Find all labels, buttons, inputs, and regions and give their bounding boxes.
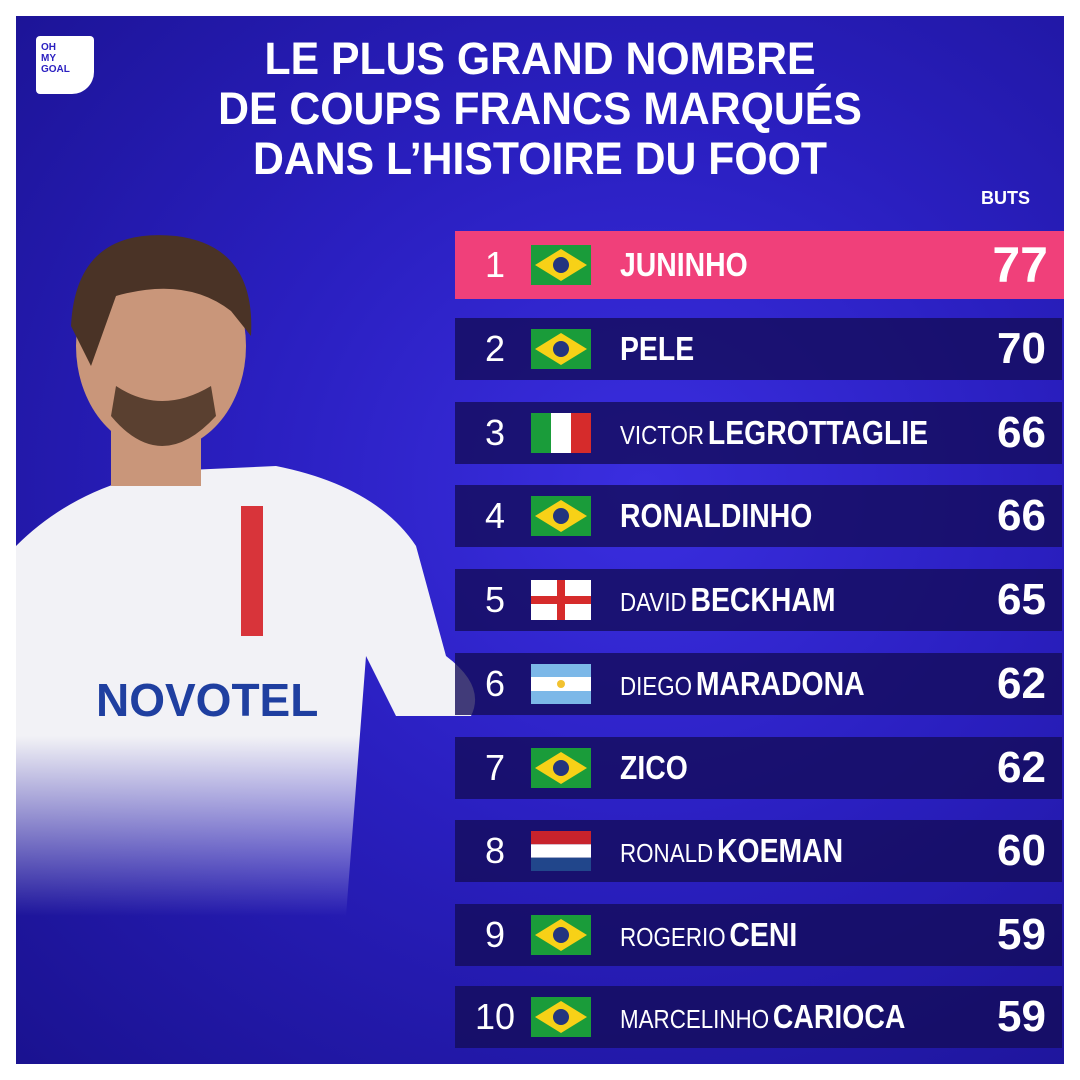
rank: 6 [484, 663, 506, 704]
shirt-logo: NOVOTEL [96, 674, 318, 726]
rank: 7 [484, 747, 506, 788]
ranking-row: 3 VICTOR LEGROTTAGLIE 66 [455, 402, 1062, 464]
title-line: DANS L’HISTOIRE DU FOOT [252, 133, 828, 184]
rank: 2 [484, 328, 506, 369]
last-name: JUNINHO [620, 246, 748, 283]
goals: 77 [992, 237, 1048, 293]
last-name: KOEMAN [717, 832, 844, 869]
player-name: DIEGO MARADONA [620, 665, 865, 703]
rank: 10 [475, 996, 516, 1037]
ranking-row: 1 JUNINHO 77 [455, 231, 1064, 299]
first-name: DIEGO [620, 671, 693, 701]
goals: 66 [997, 408, 1046, 457]
last-name: CENI [729, 916, 798, 953]
goals: 65 [997, 575, 1046, 624]
rank: 8 [484, 830, 506, 871]
flag [531, 831, 591, 871]
last-name: CARIOCA [772, 998, 906, 1035]
goals: 62 [997, 659, 1046, 708]
goals: 62 [997, 743, 1046, 792]
first-name: MARCELINHO [620, 1004, 770, 1034]
rank: 9 [484, 914, 506, 955]
ranking-row: 7 ZICO 62 [455, 737, 1062, 799]
flag [531, 496, 591, 536]
player-name: ROGERIO CENI [620, 916, 797, 954]
flag [531, 580, 591, 620]
flag [531, 664, 591, 704]
ranking-row: 9 ROGERIO CENI 59 [455, 904, 1062, 966]
player-name: RONALDINHO [620, 497, 812, 535]
player-name: RONALD KOEMAN [620, 832, 843, 870]
player-name: ZICO [620, 749, 688, 787]
rank: 1 [484, 244, 506, 285]
logo-text: GOAL [41, 64, 70, 75]
first-name: ROGERIO [620, 922, 726, 952]
ranking-row: 2 PELE 70 [455, 318, 1062, 380]
title: LE PLUS GRAND NOMBRE DE COUPS FRANCS MAR… [16, 34, 1064, 184]
rank: 4 [484, 495, 506, 536]
goals: 60 [997, 826, 1046, 875]
goals: 59 [997, 992, 1046, 1041]
last-name: LEGROTTAGLIE [707, 414, 929, 451]
goals: 66 [997, 491, 1046, 540]
title-line: LE PLUS GRAND NOMBRE [264, 33, 816, 84]
flag [531, 915, 591, 955]
player-name: DAVID BECKHAM [620, 581, 836, 619]
last-name: BECKHAM [690, 581, 836, 618]
logo: OH MY GOAL [36, 36, 94, 94]
ranking-row: 5 DAVID BECKHAM 65 [455, 569, 1062, 631]
player-name: MARCELINHO CARIOCA [620, 998, 905, 1036]
poster: NOVOTEL OH MY GOAL LE PLUS GRAND NOMBRE … [16, 16, 1064, 1064]
goals: 59 [997, 910, 1046, 959]
flag [531, 329, 591, 369]
ranking-row: 8 RONALD KOEMAN 60 [455, 820, 1062, 882]
player-name: JUNINHO [620, 246, 748, 284]
first-name: RONALD [620, 838, 714, 868]
last-name: ZICO [620, 749, 688, 786]
player-name: PELE [620, 330, 694, 368]
player-illustration: NOVOTEL [16, 235, 476, 916]
goals: 70 [997, 324, 1046, 373]
ranking-row: 4 RONALDINHO 66 [455, 485, 1062, 547]
flag [531, 748, 591, 788]
ranking-row: 10 MARCELINHO CARIOCA 59 [455, 986, 1062, 1048]
title-line: DE COUPS FRANCS MARQUÉS [218, 83, 862, 134]
logo-text: MY [41, 53, 56, 64]
last-name: MARADONA [695, 665, 865, 702]
last-name: RONALDINHO [620, 497, 813, 534]
flag [531, 413, 591, 453]
flag [531, 245, 591, 285]
rank: 5 [484, 579, 506, 620]
first-name: DAVID [620, 587, 687, 617]
last-name: PELE [620, 330, 695, 367]
rank: 3 [484, 412, 506, 453]
first-name: VICTOR [620, 420, 705, 450]
flag [531, 997, 591, 1037]
player-name: VICTOR LEGROTTAGLIE [620, 414, 928, 452]
column-header: BUTS [981, 188, 1030, 208]
logo-text: OH [41, 42, 56, 53]
ranking-row: 6 DIEGO MARADONA 62 [455, 653, 1062, 715]
